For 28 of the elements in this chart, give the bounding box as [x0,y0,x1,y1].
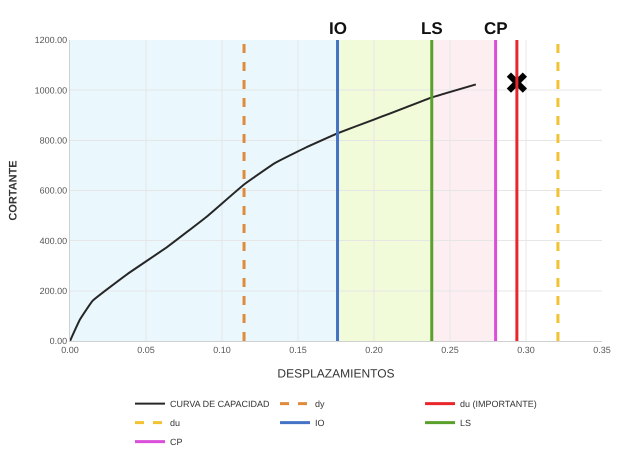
annotation: LS [421,19,443,38]
legend-label: dy [315,399,326,410]
x-tick-label: 0.30 [517,344,535,355]
annotation: CP [484,19,508,38]
x-tick-label: 0.25 [441,344,459,355]
y-tick-label: 0.00 [50,336,68,346]
x-tick-label: 0.00 [61,344,79,355]
legend-label: CP [170,437,183,448]
y-axis-title: CORTANTE [7,160,20,221]
x-tick-label: 0.20 [365,344,383,355]
x-tick-label: 0.10 [213,344,231,355]
y-tick-label: 400.00 [40,236,68,246]
line-series [70,83,477,341]
legend-label: du [170,418,180,428]
y-tick-label: 600.00 [40,186,68,196]
x-axis-title: DESPLAZAMIENTOS [277,366,395,381]
annotation: IO [329,19,347,38]
legend-label: IO [315,418,325,428]
legend-label: LS [460,418,472,428]
x-tick-label: 0.35 [593,344,611,355]
y-tick-label: 800.00 [40,135,68,146]
x-tick-label: 0.15 [289,344,307,355]
legend-label: CURVA DE CAPACIDAD [170,399,270,410]
legend-label: du (IMPORTANTE) [460,399,537,410]
y-tick-label: 1200.00 [34,35,68,46]
x-tick-label: 0.05 [137,344,155,355]
y-tick-label: 1000.00 [34,85,68,96]
y-tick-label: 200.00 [40,286,68,296]
